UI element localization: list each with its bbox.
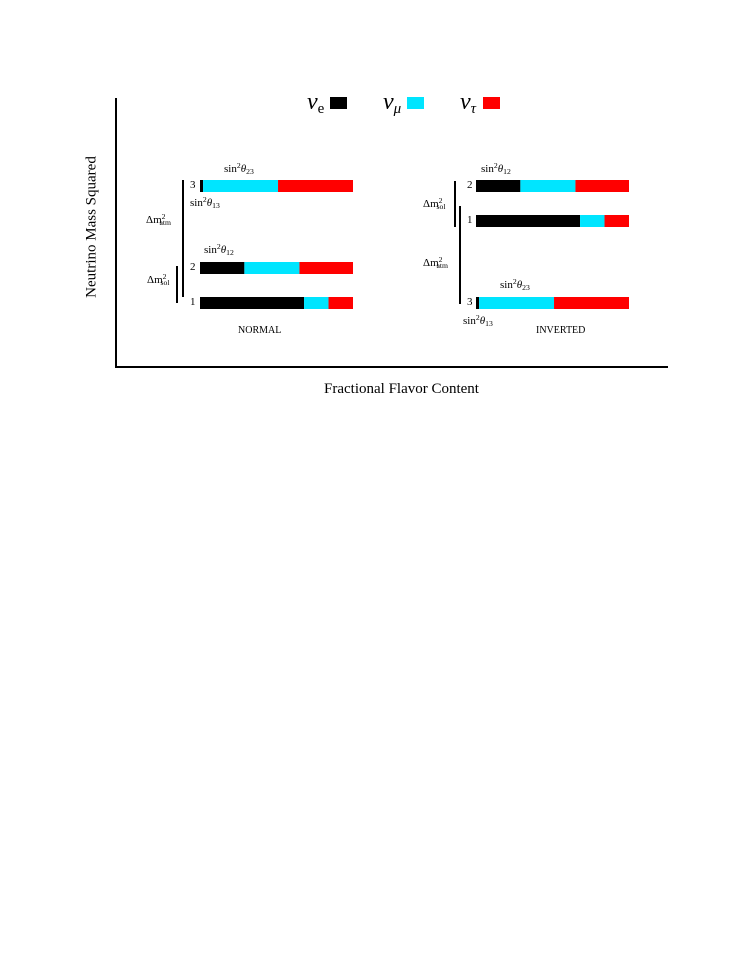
inverted-state-2-nu-tau-segment	[575, 180, 629, 192]
inverted-dm2-sol-label: Δm2sol	[423, 195, 446, 211]
legend-swatch-nu-e	[330, 97, 347, 109]
inverted-state-3-nu-e-segment	[476, 297, 480, 309]
normal-state-3-nu-e-segment	[200, 180, 204, 192]
inverted-state-1-nu-e-segment	[476, 215, 581, 227]
normal-dm2-atm-label: Δm2atm	[146, 211, 172, 227]
x-axis-label: Fractional Flavor Content	[324, 381, 479, 397]
inverted-title: INVERTED	[536, 325, 586, 336]
normal-title: NORMAL	[238, 325, 282, 336]
legend-label-nu-tau: ντ	[460, 89, 477, 117]
normal-state-2-nu-e-segment	[200, 262, 245, 274]
normal-state-1-nu-tau-segment	[328, 297, 353, 309]
inverted-state-2-nu-e-segment	[476, 180, 521, 192]
normal-state-1-nu-mu-segment	[304, 297, 329, 309]
normal-state-3-label: 3	[190, 179, 196, 191]
normal-state-2-nu-tau-segment	[299, 262, 353, 274]
inverted-state-1-label: 1	[467, 214, 473, 226]
inverted-dm2-atm-label: Δm2atm	[423, 254, 449, 270]
normal-state-1-nu-e-segment	[200, 297, 305, 309]
normal-state-1-label: 1	[190, 296, 196, 308]
normal-state-3-nu-mu-segment	[203, 180, 279, 192]
normal-sin2-theta13-label: sin2θ13	[190, 194, 220, 210]
normal-state-2-nu-mu-segment	[244, 262, 300, 274]
normal-sin2-theta12-label: sin2θ12	[204, 241, 234, 257]
inverted-state-2-label: 2	[467, 179, 473, 191]
normal-state-2-label: 2	[190, 261, 196, 273]
normal-sin2-theta23-label: sin2θ23	[224, 160, 254, 176]
legend-label-nu-mu: νμ	[383, 89, 402, 117]
inverted-state-3-nu-mu-segment	[479, 297, 555, 309]
legend-label-nu-e: νe	[307, 89, 325, 117]
inverted-sin2-theta13-label: sin2θ13	[463, 312, 493, 328]
normal-state-3-nu-tau-segment	[278, 180, 353, 192]
inverted-state-3-label: 3	[467, 296, 473, 308]
inverted-state-1-nu-tau-segment	[604, 215, 629, 227]
y-axis-label: Neutrino Mass Squared	[83, 156, 100, 298]
inverted-state-1-nu-mu-segment	[580, 215, 605, 227]
inverted-sin2-theta12-label: sin2θ12	[481, 160, 511, 176]
legend-swatch-nu-mu	[407, 97, 424, 109]
inverted-state-3-nu-tau-segment	[554, 297, 629, 309]
flavor-bars	[200, 180, 629, 309]
inverted-state-2-nu-mu-segment	[520, 180, 576, 192]
normal-dm2-sol-label: Δm2sol	[147, 271, 170, 287]
legend-swatch-nu-tau	[483, 97, 500, 109]
inverted-sin2-theta23-label: sin2θ23	[500, 276, 530, 292]
